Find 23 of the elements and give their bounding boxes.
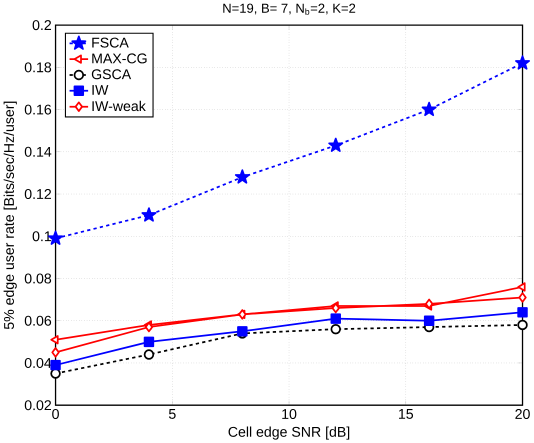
y-tick-label: 0.14 [24,146,52,157]
chart-title: N=19, B= 7, N$_{b}$=2, K=2 [223,3,356,15]
legend-label: IW [92,84,108,95]
y-tick-label: 0.04 [24,358,52,368]
y-tick-label: 0.08 [24,273,52,284]
y-tick-label: 0.06 [24,316,52,326]
y-tick-label: 0.2 [32,20,51,30]
x-tick-label: 15 [399,408,414,419]
y-tick-label: 0.02 [24,400,51,410]
legend-label: FSCA [92,37,129,48]
x-axis-title: Cell edge SNR [dB] [228,426,350,440]
y-tick-label: 0.16 [24,104,52,114]
legend-label: GSCA [92,69,132,80]
legend-label: MAX-CG [92,53,147,64]
x-tick-label: 10 [282,408,296,419]
legend-label: IW-weak [92,100,146,112]
y-tick-label: 0.18 [24,62,52,72]
x-tick-label: 20 [515,408,530,419]
x-tick-label: 5 [168,408,176,419]
y-tick-label: 0.12 [24,188,51,199]
y-tick-label: 0.1 [32,231,52,242]
x-tick-label: 0 [52,408,59,419]
y-axis-title: 5% edge user rate [Bits/sec/Hz/user] [4,102,17,330]
